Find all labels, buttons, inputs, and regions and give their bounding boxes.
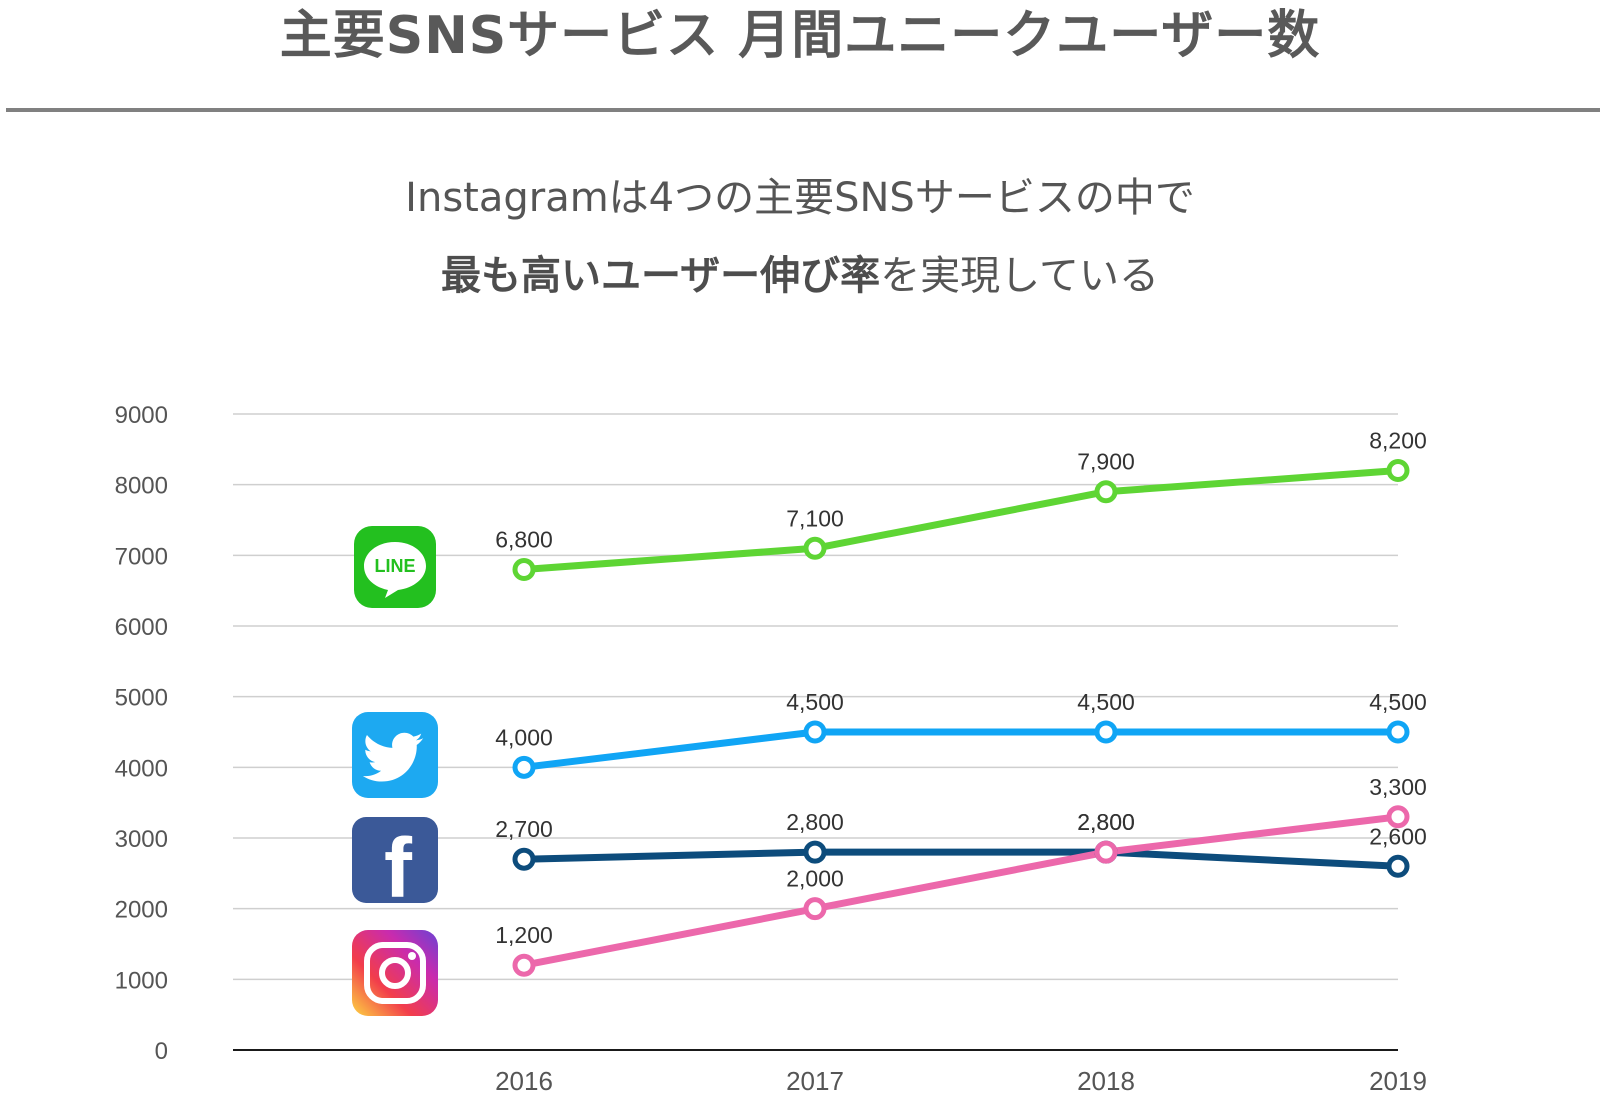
y-tick-label: 1000: [115, 967, 168, 994]
twitter-data-label: 4,500: [1369, 689, 1427, 715]
x-tick-label: 2016: [495, 1066, 553, 1096]
chart-subtitle-line1: Instagramは4つの主要SNSサービスの中で: [405, 175, 1195, 221]
twitter-logo-icon: [352, 712, 438, 798]
facebook-data-label: 2,800: [786, 809, 844, 835]
facebook-series-line: [520, 848, 1402, 870]
instagram-data-label: 2,800: [1077, 809, 1135, 835]
facebook-data-point: [1386, 854, 1410, 878]
line-data-point: [512, 557, 536, 581]
y-tick-label: 0: [155, 1038, 168, 1065]
y-tick-label: 3000: [115, 826, 168, 853]
twitter-data-point: [512, 755, 536, 779]
line-data-label: 7,100: [786, 505, 844, 531]
data-labels: 6,800 7,100 7,900 8,200 4,000 4,500 4,500 4,500…: [495, 428, 1427, 949]
twitter-data-label: 4,000: [495, 724, 553, 750]
facebook-logo-icon: f: [352, 817, 438, 915]
line-logo-icon: LINE: [354, 526, 436, 608]
x-tick-label: 2019: [1369, 1066, 1427, 1096]
instagram-data-label: 1,200: [495, 922, 553, 948]
facebook-data-point: [803, 840, 827, 864]
facebook-data-label: 2,800: [1077, 809, 1135, 835]
instagram-data-label: 2,000: [786, 866, 844, 892]
series-group: [512, 459, 1410, 977]
instagram-data-point: [512, 953, 536, 977]
twitter-data-point: [1386, 720, 1410, 744]
y-tick-label: 9000: [115, 402, 168, 429]
twitter-data-point: [803, 720, 827, 744]
y-tick-label: 5000: [115, 685, 168, 712]
line-data-label: 8,200: [1369, 428, 1427, 454]
facebook-data-label: 2,700: [495, 816, 553, 842]
y-tick-label: 4000: [115, 755, 168, 782]
twitter-data-label: 4,500: [1077, 689, 1135, 715]
x-axis-ticks: 2016 2017 2018 2019: [495, 1066, 1427, 1096]
facebook-data-point: [512, 847, 536, 871]
chart-subtitle-line2: 最も高いユーザー伸び率を実現している: [0, 248, 1600, 304]
svg-text:f: f: [384, 821, 413, 915]
instagram-data-label: 3,300: [1369, 774, 1427, 800]
y-tick-label: 7000: [115, 543, 168, 570]
x-tick-label: 2017: [786, 1066, 844, 1096]
twitter-data-point: [1094, 720, 1118, 744]
y-tick-label: 8000: [115, 473, 168, 500]
instagram-data-point: [1094, 840, 1118, 864]
line-data-point: [803, 536, 827, 560]
facebook-data-label: 2,600: [1369, 823, 1427, 849]
y-tick-label: 2000: [115, 897, 168, 924]
subtitle-emphasis: 最も高いユーザー伸び率: [440, 253, 881, 299]
subtitle-rest: を実現している: [880, 253, 1159, 299]
instagram-data-point: [1386, 805, 1410, 829]
instagram-series-line: [520, 813, 1402, 969]
twitter-series-line: [520, 728, 1402, 771]
x-tick-label: 2018: [1077, 1066, 1135, 1096]
y-axis-ticks: 0 1000 2000 3000 4000 5000 6000 7000 8000 9000: [115, 402, 168, 1065]
line-series-line: [520, 467, 1402, 573]
svg-text:LINE: LINE: [374, 556, 415, 576]
instagram-data-point: [803, 897, 827, 921]
page-title: 主要SNSサービス 月間ユニークユーザー数: [279, 6, 1321, 66]
y-tick-label: 6000: [115, 614, 168, 641]
line-data-label: 6,800: [495, 526, 553, 552]
line-data-point: [1386, 459, 1410, 483]
line-data-point: [1094, 480, 1118, 504]
instagram-logo-icon: [352, 930, 438, 1016]
title-divider: [6, 108, 1600, 112]
line-data-label: 7,900: [1077, 449, 1135, 475]
twitter-data-label: 4,500: [786, 689, 844, 715]
